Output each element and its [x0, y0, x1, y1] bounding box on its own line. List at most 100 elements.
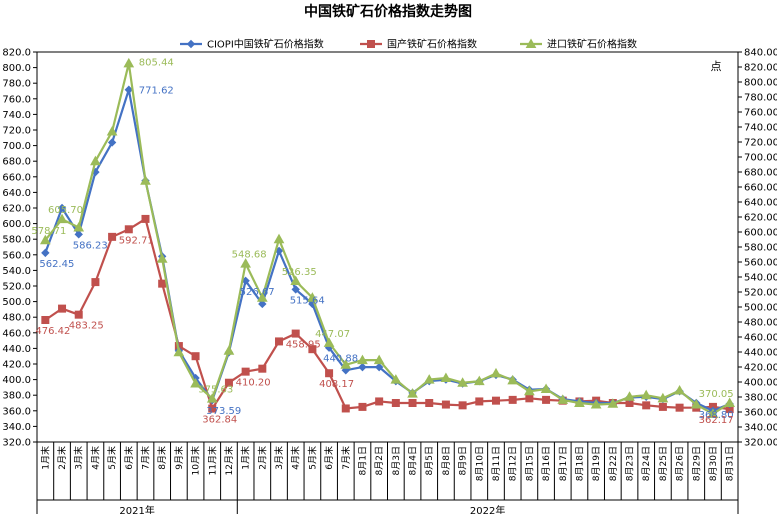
y-tick-label-right: 460.00: [744, 333, 777, 344]
x-tick-label: 8月16日: [541, 446, 552, 481]
data-label: 483.25: [69, 321, 104, 332]
x-tick-label: 9月末: [173, 446, 185, 470]
x-tick-label: 8月29日: [691, 446, 702, 481]
data-label: 586.23: [73, 240, 108, 251]
triangle-marker: [223, 345, 235, 355]
triangle-marker: [307, 292, 318, 302]
triangle-marker: [607, 398, 619, 408]
series-diamond: [41, 85, 734, 416]
triangle-marker: [423, 374, 435, 384]
square-marker: [458, 401, 467, 410]
x-tick-label: 6月末: [123, 446, 135, 470]
x-group-label: 2021年: [119, 504, 154, 514]
square-marker: [367, 40, 375, 48]
x-tick-label: 8月19日: [591, 446, 602, 481]
square-marker: [508, 395, 517, 404]
x-tick-label: 8月5日: [424, 446, 435, 475]
square-marker: [258, 364, 267, 373]
y-tick-label-left: 640.0: [2, 188, 31, 199]
square-marker: [475, 397, 484, 406]
y-tick-label-right: 500.00: [744, 303, 777, 314]
y-tick-label-left: 560.0: [2, 250, 31, 261]
legend-item: CIOPI中国铁矿石价格指数: [180, 38, 324, 51]
x-tick-label: 6月末: [323, 446, 335, 470]
triangle-marker: [357, 354, 368, 365]
triangle-marker: [373, 354, 385, 365]
data-label: 805.44: [139, 57, 174, 68]
x-axis: 1月末 2月末 3月末 4月末 5月末 6月末 7月末 8月末 9月末 10月末 11月末 12月末 1…: [36, 442, 739, 514]
x-tick-label: 8月8日: [441, 446, 452, 475]
square-marker: [241, 367, 250, 376]
diamond-marker: [258, 299, 267, 309]
triangle-marker: [190, 377, 201, 388]
y-tick-label-right: 660.00: [744, 183, 777, 194]
x-tick-label: 5月末: [306, 446, 318, 470]
diamond-marker: [107, 138, 117, 147]
y-tick-label-left: 440.0: [2, 344, 31, 355]
square-marker: [291, 329, 300, 338]
series-line: [44, 63, 731, 416]
x-tick-label: 4月末: [89, 446, 101, 470]
y-tick-label-left: 580.0: [2, 235, 31, 246]
x-tick-label: 8月2日: [374, 446, 385, 475]
triangle-marker: [73, 221, 85, 232]
data-label: 370.05: [699, 389, 734, 400]
y-tick-label-right: 340.00: [744, 423, 777, 434]
x-tick-label: 1月末: [39, 446, 51, 470]
y-tick-label-right: 700.00: [744, 153, 777, 164]
square-marker: [542, 395, 551, 404]
data-label: 368.80: [699, 410, 734, 421]
square-marker: [358, 402, 367, 411]
square-marker: [74, 310, 83, 319]
x-tick-label: 8月末: [156, 446, 168, 470]
x-tick-label: 8月15日: [524, 446, 535, 481]
y-tick-label-right: 760.00: [744, 108, 777, 119]
x-tick-label: 8月4日: [408, 446, 419, 475]
y-tick-label-left: 720.0: [2, 126, 31, 137]
y-tick-label-right: 400.00: [744, 378, 777, 389]
x-tick-label: 2月末: [56, 446, 68, 470]
y-tick-label-right: 620.00: [744, 213, 777, 224]
x-tick-label: 3月末: [73, 446, 85, 470]
triangle-marker: [440, 372, 452, 383]
x-tick-label: 8月24日: [641, 446, 652, 481]
data-label: 562.45: [39, 259, 74, 270]
y-tick-label-left: 500.0: [2, 297, 31, 308]
y-tick-label-left: 340.0: [2, 422, 31, 433]
data-label: 605.70: [48, 205, 83, 216]
data-label: 410.20: [236, 378, 271, 389]
square-marker: [208, 404, 217, 413]
x-tick-label: 8月31日: [725, 446, 736, 481]
y-tick-label-left: 620.0: [2, 204, 31, 215]
series-layer: [39, 57, 736, 418]
y-tick-label-left: 520.0: [2, 282, 31, 293]
diamond-marker: [291, 285, 300, 294]
x-tick-label: 12月末: [223, 446, 235, 475]
square-marker: [224, 378, 233, 387]
diamond-marker: [186, 39, 196, 49]
square-marker: [642, 401, 651, 410]
x-tick-label: 8月25日: [658, 446, 669, 481]
legend-label: CIOPI中国铁矿石价格指数: [207, 38, 324, 51]
y-tick-label-left: 400.0: [2, 375, 31, 386]
diamond-marker: [74, 230, 83, 239]
y-tick-label-left: 540.0: [2, 266, 31, 277]
data-label: 373.59: [206, 406, 241, 417]
data-labels: 562.45 586.23 771.62 373.59 526.67 515.64 440.…: [31, 57, 733, 426]
triangle-marker: [540, 383, 552, 393]
y-tick-label-left: 820.0: [2, 48, 31, 59]
legend-label: 国产铁矿石价格指数: [387, 38, 477, 51]
x-tick-label: 8月3日: [391, 446, 402, 475]
x-tick-label: 8月23日: [625, 446, 636, 481]
triangle-marker: [490, 367, 502, 378]
triangle-marker: [273, 233, 285, 244]
triangle-marker: [390, 374, 402, 384]
legend: CIOPI中国铁矿石价格指数 国产铁矿石价格指数 进口铁矿石价格指数: [180, 38, 637, 51]
axes: 320.0 340.0 360.0 380.0 400.0 420.0 440.0 460.0…: [2, 48, 777, 449]
triangle-marker: [690, 399, 702, 409]
x-tick-label: 3月末: [273, 446, 285, 470]
square-marker: [391, 399, 400, 407]
triangle-marker: [674, 385, 685, 395]
x-tick-label: 1月末: [240, 446, 252, 470]
y-tick-label-left: 740.0: [2, 110, 31, 121]
